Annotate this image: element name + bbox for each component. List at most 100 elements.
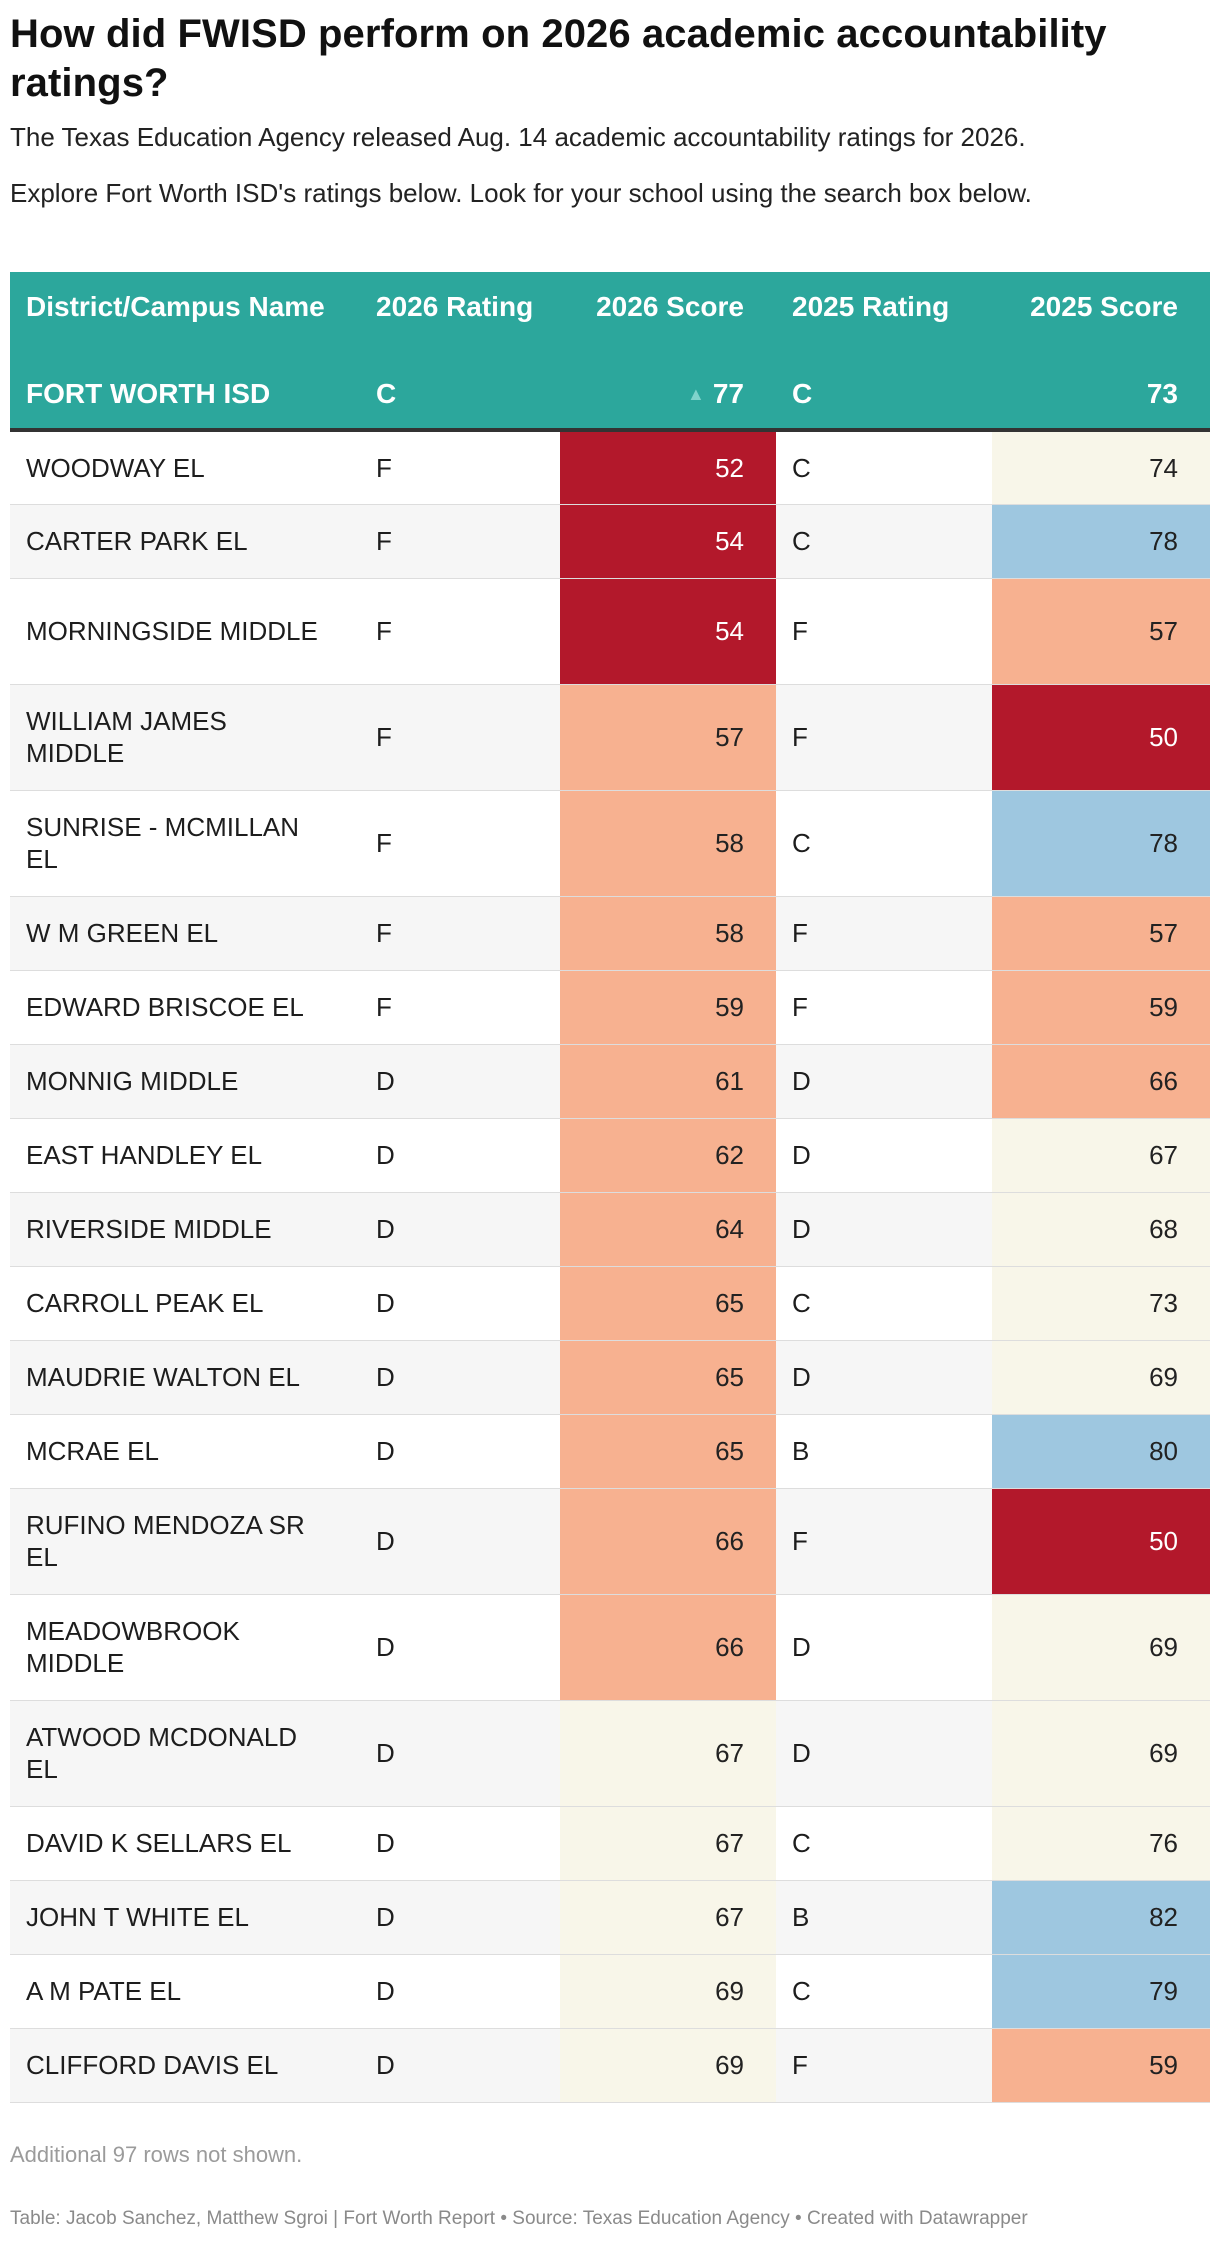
table-row: MCRAE EL D 65 B 80 (10, 1414, 1210, 1489)
campus-name: CARTER PARK EL (10, 504, 360, 579)
campus-name: RIVERSIDE MIDDLE (10, 1192, 360, 1267)
rating-2026: F (360, 430, 560, 505)
score-2025: 57 (992, 896, 1210, 971)
district-summary-row: FORT WORTH ISD C ▲ 77 C 73 (10, 360, 1210, 432)
rating-2025: B (776, 1414, 992, 1489)
rating-2025: F (776, 2028, 992, 2103)
campus-name: A M PATE EL (10, 1954, 360, 2029)
table-row: EDWARD BRISCOE EL F 59 F 59 (10, 970, 1210, 1045)
score-2025: 69 (992, 1340, 1210, 1415)
chart-container: How did FWISD perform on 2026 academic a… (10, 0, 1210, 2229)
rating-2026: F (360, 684, 560, 791)
rating-2026: D (360, 1806, 560, 1881)
column-header-2026-score[interactable]: 2026 Score (560, 272, 776, 360)
rating-2026: F (360, 970, 560, 1045)
score-2025: 69 (992, 1700, 1210, 1807)
score-2025: 82 (992, 1880, 1210, 1955)
rating-2025: D (776, 1594, 992, 1701)
score-2026: 58 (560, 790, 776, 897)
score-2025: 68 (992, 1192, 1210, 1267)
campus-name: DAVID K SELLARS EL (10, 1806, 360, 1881)
score-2025: 59 (992, 2028, 1210, 2103)
rating-2025: C (776, 1266, 992, 1341)
footer-credits: Table: Jacob Sanchez, Matthew Sgroi | Fo… (10, 2208, 1028, 2229)
rating-2026: F (360, 504, 560, 579)
score-2025: 78 (992, 504, 1210, 579)
rating-2025: C (776, 790, 992, 897)
rows-not-shown-note: Additional 97 rows not shown. (10, 2142, 303, 2167)
table-row: MAUDRIE WALTON EL D 65 D 69 (10, 1340, 1210, 1415)
score-2026: 64 (560, 1192, 776, 1267)
rating-2025: F (776, 896, 992, 971)
score-2026: 61 (560, 1044, 776, 1119)
score-2026: 54 (560, 578, 776, 685)
score-2026: 65 (560, 1266, 776, 1341)
rating-2026: F (360, 896, 560, 971)
score-2026: 69 (560, 1954, 776, 2029)
rating-2026: F (360, 578, 560, 685)
district-2025-score: 73 (992, 360, 1210, 432)
score-2025: 57 (992, 578, 1210, 685)
rating-2025: C (776, 1954, 992, 2029)
column-header-2026-rating[interactable]: 2026 Rating (360, 272, 560, 360)
description-line-1: The Texas Education Agency released Aug.… (10, 122, 1026, 152)
district-2026-rating: C (360, 360, 560, 432)
rating-2025: C (776, 504, 992, 579)
rating-2026: D (360, 1192, 560, 1267)
rating-2025: F (776, 1488, 992, 1595)
score-2025: 79 (992, 1954, 1210, 2029)
campus-name: SUNRISE - MCMILLAN EL (10, 790, 360, 897)
rating-2025: D (776, 1340, 992, 1415)
ratings-table: District/Campus Name 2026 Rating 2026 Sc… (10, 272, 1210, 2103)
district-2026-score: 77 (712, 378, 744, 409)
table-row: DAVID K SELLARS EL D 67 C 76 (10, 1806, 1210, 1881)
rating-2026: F (360, 790, 560, 897)
district-name: FORT WORTH ISD (10, 360, 360, 432)
district-2026-score-cell: ▲ 77 (560, 360, 776, 432)
campus-name: W M GREEN EL (10, 896, 360, 971)
rating-2026: D (360, 1266, 560, 1341)
table-row: SUNRISE - MCMILLAN EL F 58 C 78 (10, 790, 1210, 897)
campus-name: WOODWAY EL (10, 430, 360, 505)
score-2026: 59 (560, 970, 776, 1045)
score-2025: 67 (992, 1118, 1210, 1193)
table-row: JOHN T WHITE EL D 67 B 82 (10, 1880, 1210, 1955)
rating-2025: C (776, 430, 992, 505)
campus-name: EAST HANDLEY EL (10, 1118, 360, 1193)
campus-name: ATWOOD MCDONALD EL (10, 1700, 360, 1807)
campus-name: MONNIG MIDDLE (10, 1044, 360, 1119)
table-row: CARTER PARK EL F 54 C 78 (10, 504, 1210, 579)
score-2026: 69 (560, 2028, 776, 2103)
rating-2026: D (360, 2028, 560, 2103)
rating-2025: D (776, 1044, 992, 1119)
table-row: RIVERSIDE MIDDLE D 64 D 68 (10, 1192, 1210, 1267)
score-2026: 54 (560, 504, 776, 579)
score-2026: 57 (560, 684, 776, 791)
score-2026: 65 (560, 1414, 776, 1489)
table-header-row: District/Campus Name 2026 Rating 2026 Sc… (10, 272, 1210, 360)
column-header-2025-rating[interactable]: 2025 Rating (776, 272, 992, 360)
campus-name: CARROLL PEAK EL (10, 1266, 360, 1341)
rating-2026: D (360, 1700, 560, 1807)
campus-name: EDWARD BRISCOE EL (10, 970, 360, 1045)
column-header-2025-score[interactable]: 2025 Score (992, 272, 1210, 360)
district-2025-rating: C (776, 360, 992, 432)
campus-name: WILLIAM JAMES MIDDLE (10, 684, 360, 791)
rating-2026: D (360, 1954, 560, 2029)
rating-2026: D (360, 1118, 560, 1193)
table-row: W M GREEN EL F 58 F 57 (10, 896, 1210, 971)
table-row: CLIFFORD DAVIS EL D 69 F 59 (10, 2028, 1210, 2103)
table-row: EAST HANDLEY EL D 62 D 67 (10, 1118, 1210, 1193)
score-2026: 66 (560, 1594, 776, 1701)
column-header-name[interactable]: District/Campus Name (10, 272, 360, 360)
score-2026: 67 (560, 1700, 776, 1807)
table-row: WOODWAY EL F 52 C 74 (10, 430, 1210, 505)
rating-2025: D (776, 1192, 992, 1267)
rating-2026: D (360, 1414, 560, 1489)
chart-title: How did FWISD perform on 2026 academic a… (10, 12, 1107, 105)
table-row: WILLIAM JAMES MIDDLE F 57 F 50 (10, 684, 1210, 791)
table-row: MONNIG MIDDLE D 61 D 66 (10, 1044, 1210, 1119)
rating-2026: D (360, 1340, 560, 1415)
score-2026: 58 (560, 896, 776, 971)
rating-2025: F (776, 684, 992, 791)
